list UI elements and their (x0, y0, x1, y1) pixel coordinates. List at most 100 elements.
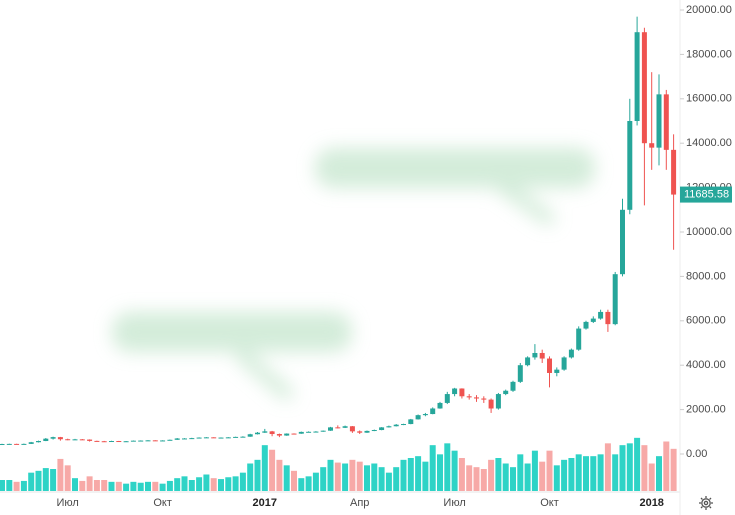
candle-body (276, 434, 282, 436)
candle-body (233, 436, 239, 438)
y-tick-label: 4000.00 (686, 359, 726, 371)
volume-bar (72, 478, 78, 491)
volume-bar (254, 459, 261, 491)
candle-body (590, 318, 596, 322)
candle-body (488, 399, 494, 409)
volume-bar (364, 465, 370, 491)
volume-bar (656, 456, 662, 491)
candle-body (203, 437, 209, 439)
y-tick-label: 6000.00 (686, 315, 726, 327)
volume-bar (393, 467, 400, 491)
candle-body (0, 444, 5, 446)
volume-bar (531, 450, 538, 491)
candle-body (57, 437, 63, 440)
volume-bar (181, 476, 188, 491)
candle-body (430, 408, 436, 415)
volume-bar (247, 463, 254, 491)
volume-bar (407, 458, 414, 491)
volume-bar (305, 476, 312, 491)
candle-body (284, 433, 290, 436)
candle-body (65, 439, 71, 441)
candle-body (116, 441, 122, 443)
y-tick-label: 8000.00 (686, 270, 726, 282)
volume-bar (137, 482, 144, 491)
volume-bar (488, 459, 495, 491)
volume-bar (371, 463, 378, 491)
candle-body (349, 426, 355, 432)
candle-body (605, 311, 611, 325)
volume-bar (385, 472, 392, 491)
candle-body (225, 437, 231, 439)
y-tick-label: 2000.00 (686, 404, 726, 416)
candle-body (291, 433, 297, 435)
volume-bar (597, 454, 604, 491)
candle-body (510, 381, 516, 391)
candle-body (269, 431, 275, 435)
volume-bar (349, 459, 356, 491)
candle-body (43, 438, 49, 442)
candle-body (174, 438, 180, 440)
volume-bar (517, 454, 524, 491)
candle-body (28, 442, 34, 444)
volume-bar (626, 443, 633, 491)
candle-body (94, 440, 100, 442)
candle-body (182, 438, 187, 440)
candle-body (554, 369, 560, 373)
candle-body (320, 430, 326, 432)
candle-body (525, 357, 531, 366)
volume-bar (510, 467, 516, 491)
candle-body (576, 328, 582, 350)
candle-body (87, 439, 93, 441)
candle-body (663, 94, 669, 150)
x-tick-label: 2018 (639, 497, 663, 509)
volume-bar (575, 454, 582, 491)
volume-bar (334, 462, 341, 491)
volume-bar (663, 441, 670, 491)
candle-body (422, 414, 428, 416)
volume-bar (561, 459, 568, 491)
volume-bar (473, 467, 480, 491)
candle-body (240, 436, 246, 438)
candle-body (437, 402, 443, 409)
volume-bar (6, 480, 13, 491)
volume-bar (291, 470, 297, 491)
volume-bar (612, 454, 619, 491)
settings-button[interactable] (699, 496, 713, 510)
volume-bar (35, 470, 42, 491)
volume-bar (480, 469, 487, 491)
y-tick-label: 20000.00 (686, 4, 732, 16)
candle-body (503, 390, 509, 395)
volume-bar (604, 443, 611, 491)
candle-body (262, 431, 268, 433)
candle-body (313, 431, 319, 433)
watermark (112, 148, 595, 400)
volume-bar (115, 481, 122, 491)
y-tick-label: 14000.00 (686, 137, 732, 149)
candle-body (452, 388, 458, 395)
volume-bar (670, 448, 677, 491)
x-tick-label: Апр (350, 497, 369, 509)
volume-bar (539, 461, 546, 491)
candle-body (532, 352, 538, 358)
volume-bar (86, 476, 93, 491)
candle-body (14, 443, 20, 445)
candle-body (415, 415, 421, 420)
candle-body (612, 274, 618, 325)
volume-bar (13, 481, 20, 491)
candle-body (561, 357, 567, 370)
volume-bar (79, 480, 86, 491)
volume-bar (203, 474, 210, 491)
volume-bar (327, 459, 334, 491)
candle-body (123, 441, 129, 443)
x-tick-label: Июл (57, 497, 79, 509)
volume-bar (451, 450, 458, 491)
candle-body (6, 443, 12, 445)
candle-body (160, 440, 166, 442)
volume-bar (42, 468, 49, 491)
volume-bar (648, 463, 655, 491)
candle-body (79, 439, 85, 441)
y-tick-label: 16000.00 (686, 93, 732, 105)
candle-body (408, 419, 414, 425)
candle-body (656, 94, 662, 148)
candle-body (357, 431, 363, 433)
